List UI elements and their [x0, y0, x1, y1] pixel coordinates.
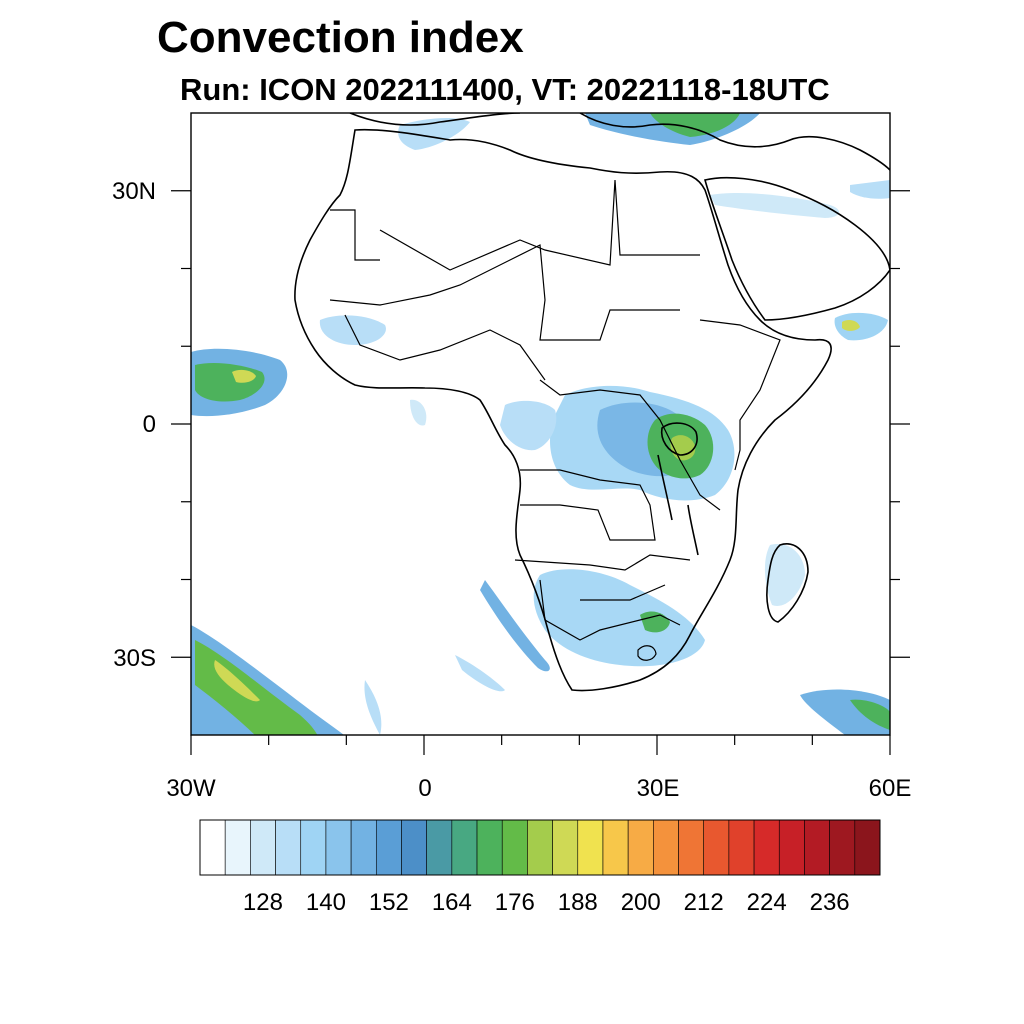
- colorbar-swatch: [577, 819, 604, 876]
- colorbar-swatch: [350, 819, 377, 876]
- colorbar-label: 128: [242, 889, 283, 916]
- colorbar-swatch: [325, 819, 352, 876]
- colorbar-swatch: [753, 819, 780, 876]
- field-arabian-sea-core: [842, 319, 860, 331]
- colorbar-label: 152: [368, 889, 409, 916]
- field-madagascar: [764, 544, 805, 606]
- lon-label-0: 0: [418, 775, 432, 802]
- colorbar-swatch: [451, 819, 478, 876]
- colorbar-label: 200: [620, 889, 661, 916]
- axis-ticks: [171, 190, 910, 755]
- field-streak-1: [455, 655, 505, 692]
- border-congo: [520, 469, 656, 541]
- field-streak-2: [364, 680, 382, 735]
- colorbar-swatch: [778, 819, 805, 876]
- colorbar-swatch: [250, 819, 276, 876]
- field-mediterranean-core: [650, 113, 740, 137]
- border-east: [699, 319, 781, 471]
- field-indian-ocean-se: [800, 689, 890, 735]
- border-central: [539, 379, 721, 511]
- field-gulf-east: [850, 180, 890, 199]
- colorbar-swatch: [678, 819, 705, 876]
- map-subtitle: Run: ICON 2022111400, VT: 20221118-18UTC: [180, 72, 830, 107]
- field-south-coast-band: [480, 580, 550, 672]
- lake-malawi: [687, 504, 699, 556]
- field-indian-ocean-se-core: [850, 699, 890, 730]
- country-borders: [329, 179, 781, 661]
- colorbar-label: 164: [431, 889, 472, 916]
- border-north: [330, 179, 700, 271]
- lake-victoria: [660, 422, 698, 456]
- europe-coastline: [349, 113, 890, 171]
- field-guinea-gulf: [410, 399, 427, 426]
- lat-label-30n: 30N: [111, 178, 156, 205]
- colorbar: [199, 819, 881, 876]
- field-arabia-band: [710, 193, 840, 218]
- coastlines: [294, 113, 890, 692]
- lon-label-30w: 30W: [166, 775, 216, 802]
- lat-label-0: 0: [142, 411, 156, 438]
- madagascar-coastline: [766, 543, 809, 623]
- colorbar-swatch: [627, 819, 654, 876]
- convection-field: [191, 113, 890, 735]
- field-mediterranean-west: [398, 118, 470, 150]
- lon-label-60e: 60E: [868, 775, 912, 802]
- colorbar-swatch: [703, 819, 730, 876]
- field-south-atlantic-core: [195, 640, 318, 735]
- field-south-atlantic-peak: [214, 660, 260, 702]
- lon-label-30e: 30E: [636, 775, 680, 802]
- field-atlantic-itcz-peak: [232, 369, 256, 383]
- colorbar-swatch: [829, 819, 856, 876]
- colorbar-swatch: [527, 819, 553, 876]
- arabia-coastline: [704, 176, 890, 321]
- colorbar-swatch: [275, 819, 302, 876]
- colorbar-swatch: [552, 819, 579, 876]
- map-title: Convection index: [157, 13, 524, 62]
- colorbar-swatch: [653, 819, 679, 876]
- colorbar-swatch: [401, 819, 427, 876]
- colorbar-label: 188: [557, 889, 598, 916]
- field-arabian-sea: [834, 312, 888, 341]
- border-south: [514, 554, 691, 641]
- lake-tanganyika: [657, 454, 673, 521]
- colorbar-swatch: [375, 819, 402, 876]
- colorbar-label: 224: [746, 889, 787, 916]
- border-lesotho: [637, 645, 657, 661]
- africa-coastline: [294, 128, 832, 692]
- colorbar-label: 236: [809, 889, 850, 916]
- colorbar-swatch: [804, 819, 830, 876]
- colorbar-border: [199, 819, 881, 876]
- colorbar-swatch: [426, 819, 453, 876]
- colorbar-swatch: [476, 819, 503, 876]
- border-sahel: [329, 244, 680, 341]
- colorbar-swatch: [602, 819, 629, 876]
- colorbar-label: 140: [305, 889, 346, 916]
- colorbar-label: 212: [683, 889, 724, 916]
- colorbar-swatch: [501, 819, 528, 876]
- field-congo-west: [500, 400, 557, 451]
- lat-label-30s: 30S: [113, 645, 156, 672]
- colorbar-swatch: [728, 819, 755, 876]
- colorbar-swatch: [300, 819, 327, 876]
- field-southern-africa: [533, 569, 705, 667]
- border-west: [344, 314, 546, 381]
- colorbar-label: 176: [494, 889, 535, 916]
- colorbar-swatch: [854, 819, 881, 876]
- colorbar-swatch: [199, 819, 226, 876]
- colorbar-swatch: [224, 819, 251, 876]
